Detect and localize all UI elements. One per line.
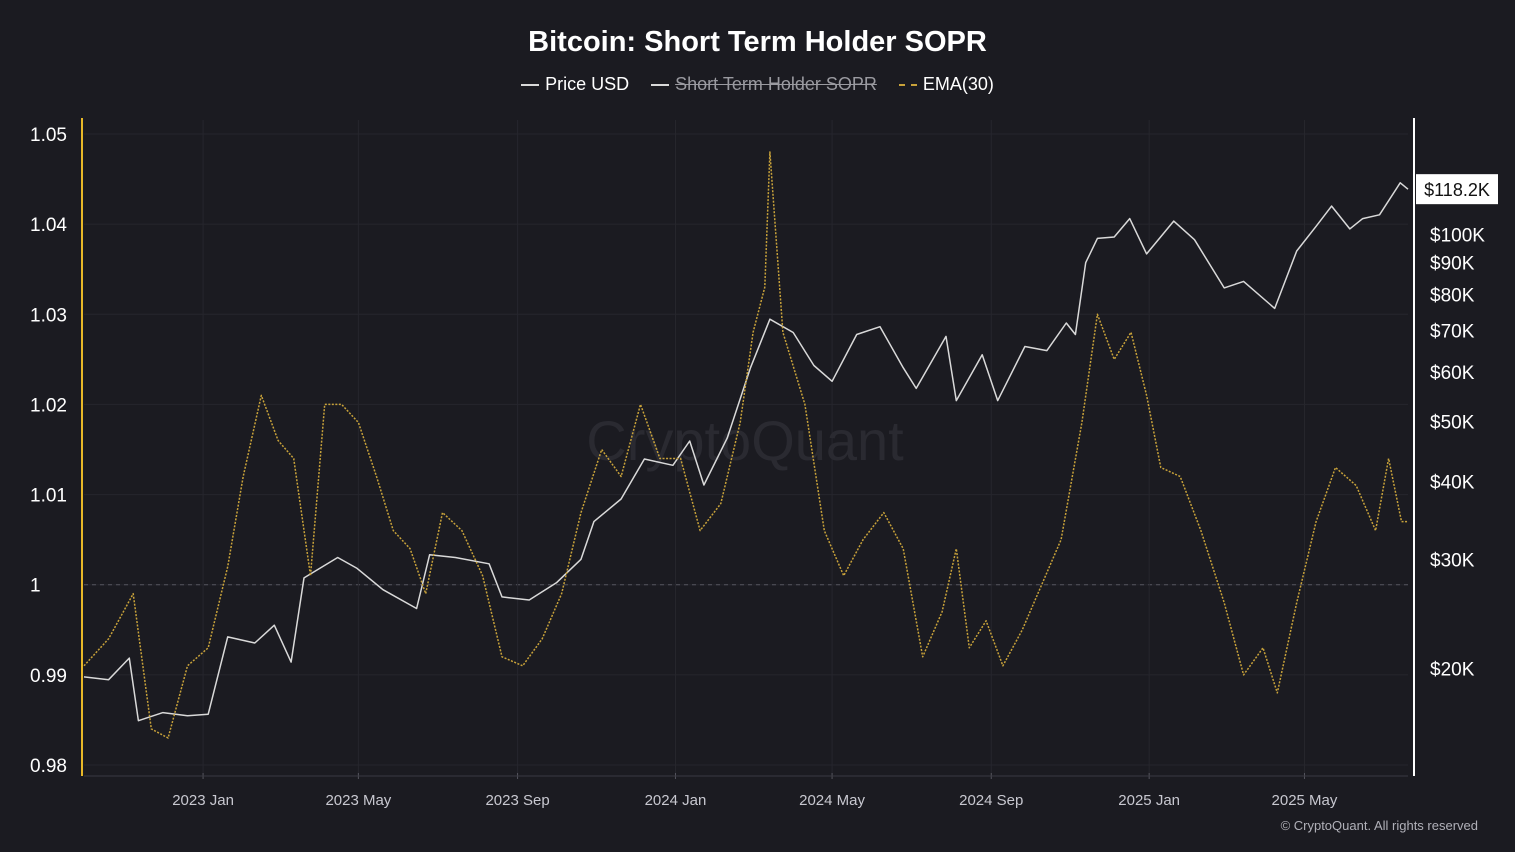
y-right-tick-label: $100K	[1430, 225, 1485, 246]
y-right-tick-label: $90K	[1430, 254, 1475, 275]
chart-legend: Price USD Short Term Holder SOPR EMA(30)	[0, 74, 1515, 95]
y-right-tick-label: $80K	[1430, 286, 1475, 307]
x-tick-label: 2024 Jan	[645, 792, 707, 809]
x-tick-label: 2023 Jan	[172, 792, 234, 809]
legend-item-sopr[interactable]: Short Term Holder SOPR	[651, 74, 877, 95]
x-tick-label: 2023 May	[325, 792, 391, 809]
legend-swatch-ema	[898, 83, 917, 86]
x-tick-label: 2023 Sep	[485, 792, 549, 809]
series-layer	[83, 151, 1409, 739]
series-line-ema	[83, 151, 1408, 739]
y-left-tick-label: 1.02	[30, 395, 67, 416]
y-left-tick-label: 0.99	[30, 666, 67, 687]
y-right-tick-label: $50K	[1430, 412, 1475, 433]
series-line-price	[83, 182, 1409, 722]
legend-label-price: Price USD	[545, 74, 630, 94]
y-left-tick-label: 0.98	[30, 756, 67, 777]
y-left-tick-label: 1.05	[30, 125, 67, 146]
x-tick-label: 2024 May	[799, 792, 865, 809]
y-right-tick-label: $30K	[1430, 550, 1475, 571]
x-tick-label: 2024 Sep	[959, 792, 1023, 809]
axis-layer: 1.05 1.04 1.03 1.02 1.01 1 0.99 0.98 2023 Jan 202…	[30, 118, 1498, 809]
y-left-tick-label: 1.04	[30, 215, 67, 236]
x-tick-label: 2025 May	[1272, 792, 1338, 809]
chart-title: Bitcoin: Short Term Holder SOPR	[528, 26, 987, 58]
y-right-tick-label: $40K	[1430, 473, 1475, 494]
y-right-tick-label: $20K	[1430, 660, 1475, 681]
legend-swatch-sopr	[651, 83, 670, 86]
y-right-tick-label: $70K	[1430, 322, 1475, 343]
watermark: CryptoQuant	[586, 409, 904, 472]
legend-swatch-price	[521, 83, 540, 86]
legend-label-sopr: Short Term Holder SOPR	[675, 74, 877, 94]
y-left-tick-label: 1.03	[30, 305, 67, 326]
legend-item-ema[interactable]: EMA(30)	[898, 74, 994, 95]
y-right-tick-label: $60K	[1430, 363, 1475, 384]
x-tick-label: 2025 Jan	[1118, 792, 1180, 809]
legend-label-ema: EMA(30)	[922, 74, 994, 94]
current-price-label: $118.2K	[1424, 180, 1490, 200]
y-left-tick-label: 1.01	[30, 486, 67, 507]
copyright-notice: © CryptoQuant. All rights reserved	[1280, 818, 1478, 833]
legend-item-price[interactable]: Price USD	[521, 74, 629, 95]
y-left-tick-label: 1	[30, 576, 41, 597]
current-price-badge	[1416, 174, 1498, 205]
